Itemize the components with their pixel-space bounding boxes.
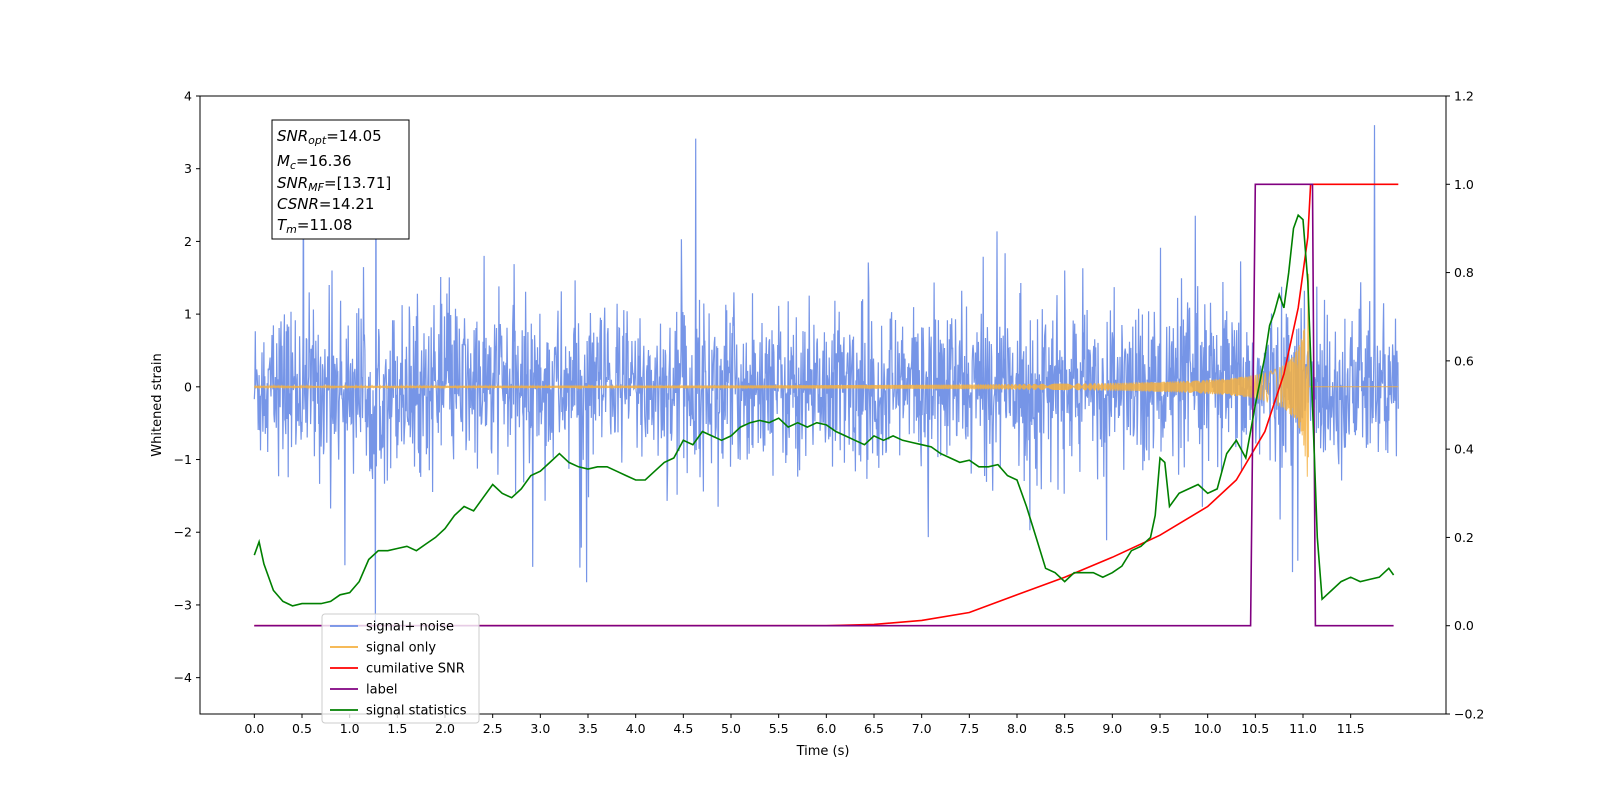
y-tick-label: −3	[174, 597, 192, 612]
legend-label: signal statistics	[366, 704, 467, 719]
x-tick-label: 3.5	[578, 721, 598, 736]
signal-only-line	[253, 273, 1399, 477]
y-axis-ticks: −4 −3 −2 −1 0 1 2 3 4	[174, 89, 200, 685]
y2-tick-label: −0.2	[1454, 707, 1484, 722]
x-tick-label: 11.0	[1289, 721, 1317, 736]
stat-snr-mf: SNRMF=[13.71]	[277, 174, 391, 194]
x-tick-label: 0.5	[292, 721, 312, 736]
x-tick-label: 11.5	[1337, 721, 1365, 736]
y2-tick-label: 1.2	[1454, 89, 1474, 104]
stat-tm: Tm=11.08	[277, 216, 352, 236]
x-tick-label: 2.5	[483, 721, 503, 736]
y-tick-label: −4	[174, 670, 192, 685]
right-axis-series-layer	[253, 183, 1399, 627]
x-tick-label: 10.5	[1241, 721, 1269, 736]
x-tick-label: 1.0	[340, 721, 360, 736]
x-tick-label: 10.0	[1194, 721, 1222, 736]
y-axis-label: Whitened strain	[150, 353, 165, 456]
x-tick-label: 1.5	[387, 721, 407, 736]
legend-label: label	[366, 683, 397, 698]
y2-tick-label: 0.8	[1454, 265, 1474, 280]
x-tick-label: 7.0	[912, 721, 932, 736]
x-tick-label: 5.0	[721, 721, 741, 736]
y2-tick-label: 0.2	[1454, 530, 1474, 545]
x-tick-label: 5.5	[769, 721, 789, 736]
y2-tick-label: 0.4	[1454, 442, 1474, 457]
label-line	[254, 183, 1394, 627]
legend-label: signal only	[366, 641, 436, 656]
x-tick-label: 0.0	[244, 721, 264, 736]
signal-plus-noise-line	[253, 125, 1399, 631]
x-tick-label: 7.5	[959, 721, 979, 736]
x-tick-label: 9.5	[1150, 721, 1170, 736]
y2-tick-label: 0.0	[1454, 618, 1474, 633]
y-tick-label: 4	[184, 89, 192, 104]
y2-axis-ticks: −0.2 0.0 0.2 0.4 0.6 0.8 1.0 1.2	[1446, 89, 1484, 722]
x-tick-label: 2.0	[435, 721, 455, 736]
cumulative-snr-line	[254, 183, 1399, 627]
stat-csnr: CSNR=14.21	[277, 195, 374, 213]
legend-label: signal+ noise	[366, 620, 454, 635]
signal-plus-noise-layer	[253, 125, 1399, 631]
stats-box: SNRopt=14.05 Mc=16.36 SNRMF=[13.71] CSNR…	[271, 119, 410, 240]
y2-tick-label: 0.6	[1454, 353, 1474, 368]
y-tick-label: −1	[174, 452, 192, 467]
x-tick-label: 6.5	[864, 721, 884, 736]
x-axis-label: Time (s)	[796, 744, 850, 759]
y2-tick-label: 1.0	[1454, 177, 1474, 192]
legend: signal+ noise signal only cumilative SNR la…	[321, 613, 480, 724]
legend-label: cumilative SNR	[366, 662, 465, 677]
y-tick-label: 2	[184, 234, 192, 249]
x-tick-label: 3.0	[530, 721, 550, 736]
signal-statistics-line	[253, 213, 1395, 607]
x-tick-label: 6.0	[816, 721, 836, 736]
x-tick-label: 8.0	[1007, 721, 1027, 736]
y-tick-label: 1	[184, 307, 192, 322]
y-tick-label: 0	[184, 379, 192, 394]
x-tick-label: 9.0	[1102, 721, 1122, 736]
stat-snr-opt: SNRopt=14.05	[277, 127, 382, 147]
plot-frame	[199, 95, 1447, 715]
stat-mc: Mc=16.36	[277, 152, 352, 172]
signal-only-layer	[253, 273, 1399, 477]
y-tick-label: 3	[184, 161, 192, 176]
x-tick-label: 4.0	[626, 721, 646, 736]
x-axis-ticks: 0.0 0.5 1.0 1.5 2.0 2.5 3.0 3.5 4.0 4.5 5.0 5.5 6.0 6…	[244, 714, 1365, 736]
x-tick-label: 4.5	[673, 721, 693, 736]
stats-box-frame	[271, 119, 410, 240]
y-tick-label: −2	[174, 525, 192, 540]
x-tick-label: 8.5	[1055, 721, 1075, 736]
legend-frame	[321, 613, 480, 724]
